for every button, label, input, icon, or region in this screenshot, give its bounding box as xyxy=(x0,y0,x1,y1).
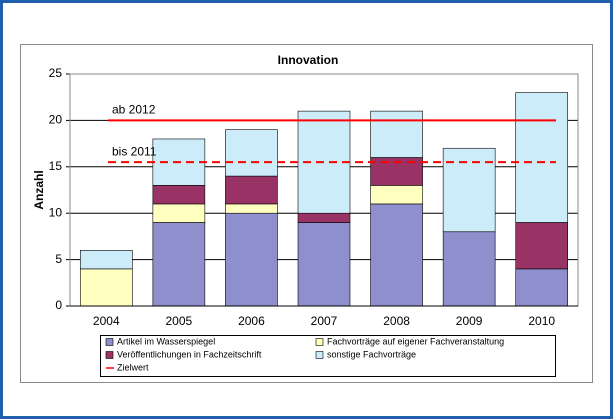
bar-segment xyxy=(225,129,278,177)
y-tick-label: 10 xyxy=(49,205,63,219)
y-tick-label: 15 xyxy=(49,159,63,173)
x-tick-label: 2010 xyxy=(528,314,555,328)
bar-segment xyxy=(370,110,423,158)
legend-swatch xyxy=(315,338,324,346)
legend-label: Veröffentlichungen in Fachzeitschrift xyxy=(117,349,262,359)
bar-segment xyxy=(152,203,206,223)
bar-segment xyxy=(442,231,496,307)
legend-label: Fachvorträge auf eigener Fachveranstaltu… xyxy=(327,336,504,346)
x-tick-label: 2005 xyxy=(166,314,193,328)
bar-segment xyxy=(152,185,206,205)
legend-label: Zielwert xyxy=(117,362,149,372)
bar-segment xyxy=(79,268,133,307)
legend-swatch xyxy=(315,351,324,359)
x-tick-label: 2006 xyxy=(238,314,265,328)
legend-swatch xyxy=(105,338,114,346)
x-tick-label: 2009 xyxy=(456,314,483,328)
bar-segment xyxy=(225,175,278,205)
target-label: bis 2011 xyxy=(112,144,157,158)
bar-segment xyxy=(515,268,569,307)
chart-title: Innovation xyxy=(278,53,339,67)
y-tick-label: 5 xyxy=(55,252,62,266)
bar-segment xyxy=(297,212,351,223)
y-tick-label: 20 xyxy=(49,113,63,127)
y-tick-label: 0 xyxy=(55,298,62,312)
legend-label: sonstige Fachvorträge xyxy=(327,349,416,359)
bar-segment xyxy=(370,185,423,205)
bar-segment xyxy=(515,222,569,270)
legend-label: Artikel im Wasserspiegel xyxy=(117,336,215,346)
x-tick-label: 2004 xyxy=(93,314,120,328)
legend xyxy=(100,335,556,377)
bar-segment xyxy=(515,92,569,223)
bar-segment xyxy=(152,222,206,307)
y-axis-label: Anzahl xyxy=(32,170,46,209)
bar-segment xyxy=(297,222,351,307)
target-label: ab 2012 xyxy=(112,103,156,117)
x-tick-label: 2007 xyxy=(311,314,338,328)
y-tick-label: 25 xyxy=(49,66,63,80)
x-tick-label: 2008 xyxy=(383,314,410,328)
bar-segment xyxy=(370,203,423,307)
bar-segment xyxy=(225,212,278,307)
bar-segment xyxy=(79,250,133,270)
bar-segment xyxy=(442,147,496,233)
legend-swatch xyxy=(105,351,114,359)
bar-segment xyxy=(225,203,278,214)
